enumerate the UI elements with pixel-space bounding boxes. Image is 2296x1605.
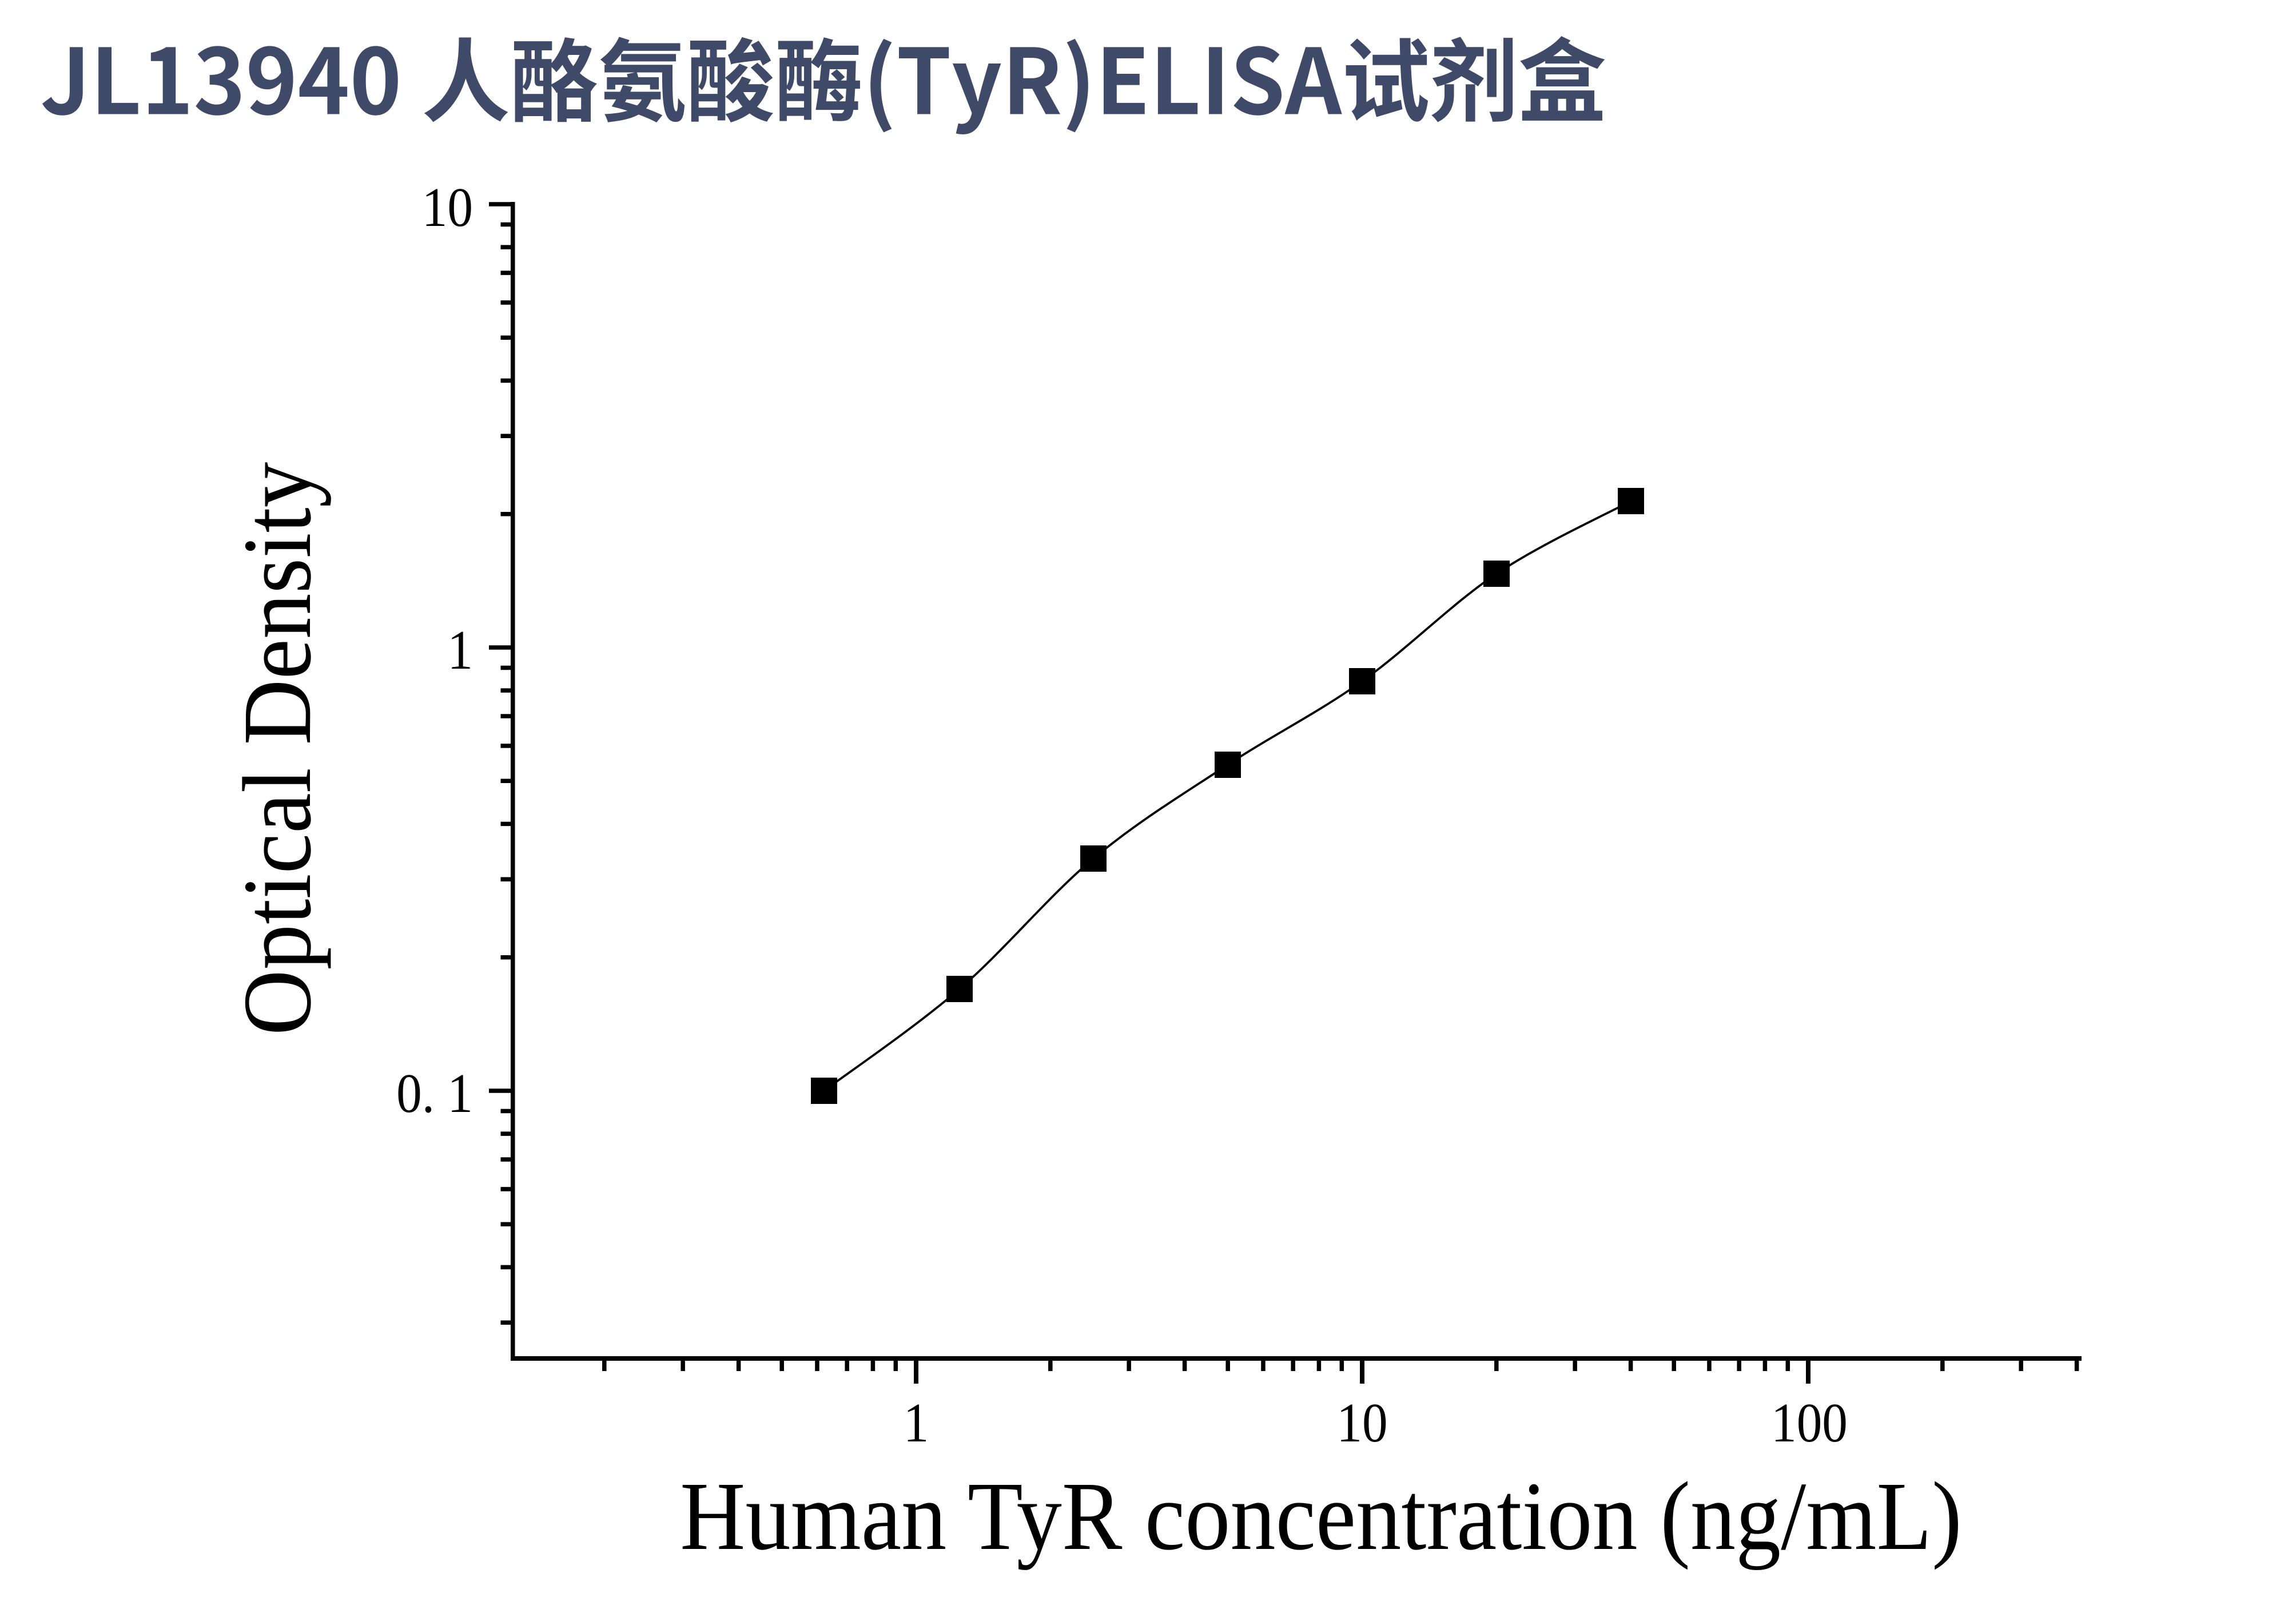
svg-text:1: 1 — [904, 1393, 929, 1454]
svg-text:10: 10 — [422, 177, 473, 239]
svg-text:Human TyR concentration (ng/mL: Human TyR concentration (ng/mL) — [680, 1461, 1962, 1570]
svg-text:100: 100 — [1771, 1393, 1848, 1454]
svg-text:0. 1: 0. 1 — [396, 1063, 473, 1125]
svg-text:10: 10 — [1336, 1393, 1387, 1454]
svg-text:1: 1 — [447, 620, 473, 681]
svg-text:Optical Density: Optical Density — [223, 462, 332, 1035]
